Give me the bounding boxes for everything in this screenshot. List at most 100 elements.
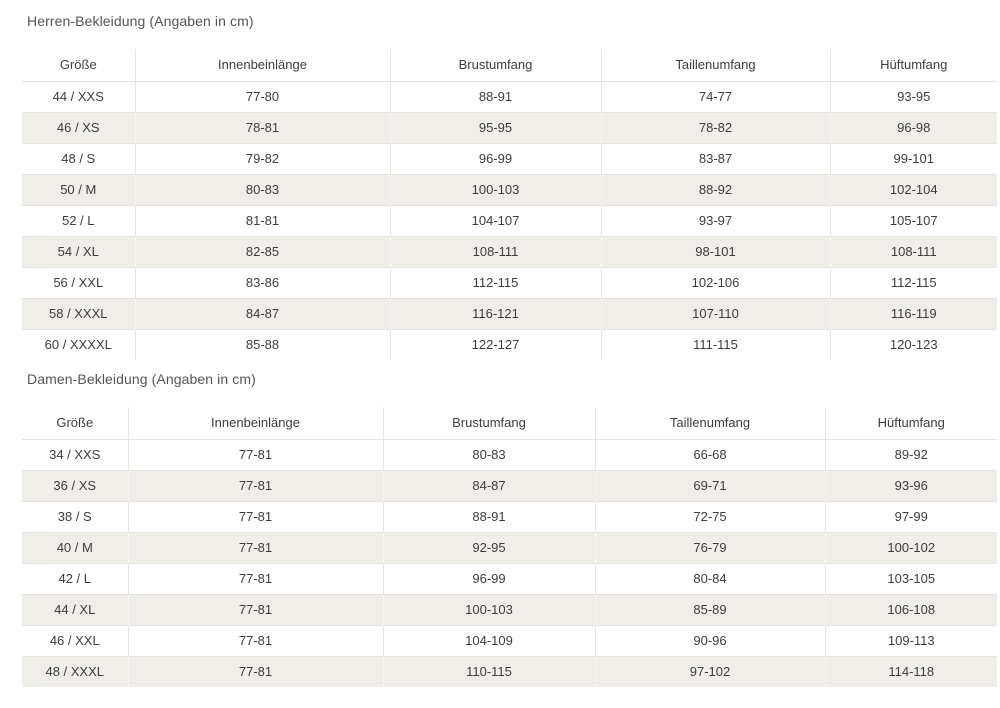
size-guide-page: Herren-Bekleidung (Angaben in cm) Größe I… bbox=[22, 13, 997, 687]
measurement-cell: 84-87 bbox=[134, 298, 390, 329]
column-header: Taillenumfang bbox=[594, 407, 825, 440]
measurement-cell: 104-107 bbox=[389, 205, 601, 236]
measurement-cell: 112-115 bbox=[829, 267, 997, 298]
table-row: 44 / XXS 77-80 88-91 74-77 93-95 bbox=[22, 81, 997, 112]
size-label-cell: 58 / XXXL bbox=[48, 306, 108, 321]
measurement-cell: 77-81 bbox=[127, 501, 383, 532]
header-row: Größe Innenbeinlänge Brustumfang Taillenumf… bbox=[22, 49, 997, 82]
measurement-cell: 80-84 bbox=[594, 563, 825, 594]
measurement-cell: 93-96 bbox=[824, 470, 997, 501]
measurement-cell: 83-87 bbox=[600, 143, 830, 174]
measurement-cell: 95-95 bbox=[389, 112, 601, 143]
size-label-cell: 52 / L bbox=[61, 213, 95, 228]
column-header: Brustumfang bbox=[389, 49, 601, 82]
measurement-cell: 98-101 bbox=[600, 236, 830, 267]
table-row: 34 / XXS 77-81 80-83 66-68 89-92 bbox=[22, 439, 997, 470]
herren-size-table: Größe Innenbeinlänge Brustumfang Taillenumf… bbox=[22, 49, 997, 360]
measurement-cell: 78-82 bbox=[600, 112, 830, 143]
header-row: Größe Innenbeinlänge Brustumfang Taillenumf… bbox=[22, 407, 997, 440]
measurement-cell: 69-71 bbox=[594, 470, 825, 501]
damen-size-table: Größe Innenbeinlänge Brustumfang Taillenumf… bbox=[22, 407, 997, 687]
measurement-cell: 92-95 bbox=[382, 532, 595, 563]
measurement-cell: 82-85 bbox=[134, 236, 390, 267]
measurement-cell: 93-95 bbox=[829, 81, 997, 112]
table-row: 46 / XXL 77-81 104-109 90-96 109-113 bbox=[22, 625, 997, 656]
measurement-cell: 107-110 bbox=[600, 298, 830, 329]
measurement-cell: 100-103 bbox=[389, 174, 601, 205]
measurement-cell: 81-81 bbox=[134, 205, 390, 236]
table-row: 48 / XXXL 77-81 110-115 97-102 114-118 bbox=[22, 656, 997, 687]
measurement-cell: 74-77 bbox=[600, 81, 830, 112]
measurement-cell: 97-102 bbox=[594, 656, 825, 687]
measurement-cell: 77-81 bbox=[127, 470, 383, 501]
measurement-cell: 110-115 bbox=[382, 656, 595, 687]
column-header: Innenbeinlänge bbox=[134, 49, 390, 82]
size-label-cell: 54 / XL bbox=[57, 244, 99, 259]
measurement-cell: 108-111 bbox=[829, 236, 997, 267]
table-row: 56 / XXL 83-86 112-115 102-106 112-115 bbox=[22, 267, 997, 298]
table-row: 38 / S 77-81 88-91 72-75 97-99 bbox=[22, 501, 997, 532]
column-header: Hüftumfang bbox=[829, 49, 997, 82]
measurement-cell: 97-99 bbox=[824, 501, 997, 532]
size-label-cell: 56 / XXL bbox=[53, 275, 104, 290]
measurement-cell: 109-113 bbox=[824, 625, 997, 656]
measurement-cell: 99-101 bbox=[829, 143, 997, 174]
table-row: 52 / L 81-81 104-107 93-97 105-107 bbox=[22, 205, 997, 236]
measurement-cell: 88-92 bbox=[600, 174, 830, 205]
measurement-cell: 90-96 bbox=[594, 625, 825, 656]
measurement-cell: 88-91 bbox=[389, 81, 601, 112]
table-row: 60 / XXXXL 85-88 122-127 111-115 120-123 bbox=[22, 329, 997, 360]
measurement-cell: 106-108 bbox=[824, 594, 997, 625]
table-row: 44 / XL 77-81 100-103 85-89 106-108 bbox=[22, 594, 997, 625]
table-row: 58 / XXXL 84-87 116-121 107-110 116-119 bbox=[22, 298, 997, 329]
measurement-cell: 96-98 bbox=[829, 112, 997, 143]
table-body: 34 / XXS 77-81 80-83 66-68 89-92 36 / XS 77-81… bbox=[22, 439, 997, 687]
measurement-cell: 100-103 bbox=[382, 594, 595, 625]
column-header: Innenbeinlänge bbox=[127, 407, 383, 440]
measurement-cell: 77-81 bbox=[127, 625, 383, 656]
damen-section: Damen-Bekleidung (Angaben in cm) Größe In… bbox=[22, 371, 997, 687]
measurement-cell: 111-115 bbox=[600, 329, 830, 360]
measurement-cell: 77-80 bbox=[134, 81, 390, 112]
measurement-cell: 112-115 bbox=[389, 267, 601, 298]
measurement-cell: 80-83 bbox=[382, 439, 595, 470]
herren-section: Herren-Bekleidung (Angaben in cm) Größe I… bbox=[22, 13, 997, 360]
section-title-damen: Damen-Bekleidung (Angaben in cm) bbox=[27, 371, 256, 387]
table-row: 36 / XS 77-81 84-87 69-71 93-96 bbox=[22, 470, 997, 501]
measurement-cell: 85-88 bbox=[134, 329, 390, 360]
section-title-herren: Herren-Bekleidung (Angaben in cm) bbox=[27, 13, 254, 29]
measurement-cell: 78-81 bbox=[134, 112, 390, 143]
measurement-cell: 72-75 bbox=[594, 501, 825, 532]
measurement-cell: 77-81 bbox=[127, 439, 383, 470]
measurement-cell: 66-68 bbox=[594, 439, 825, 470]
table-header: Größe Innenbeinlänge Brustumfang Taillenumf… bbox=[22, 407, 997, 440]
table-row: 40 / M 77-81 92-95 76-79 100-102 bbox=[22, 532, 997, 563]
table-row: 50 / M 80-83 100-103 88-92 102-104 bbox=[22, 174, 997, 205]
column-header: Größe bbox=[22, 407, 128, 440]
size-label-cell: 60 / XXXXL bbox=[44, 337, 112, 353]
measurement-cell: 88-91 bbox=[382, 501, 595, 532]
measurement-cell: 77-81 bbox=[127, 532, 383, 563]
measurement-cell: 96-99 bbox=[389, 143, 601, 174]
size-label-cell: 50 / M bbox=[60, 182, 97, 197]
measurement-cell: 104-109 bbox=[382, 625, 595, 656]
table-row: 46 / XS 78-81 95-95 78-82 96-98 bbox=[22, 112, 997, 143]
table-body: 44 / XXS 77-80 88-91 74-77 93-95 46 / XS 78-81… bbox=[22, 81, 997, 360]
measurement-cell: 83-86 bbox=[134, 267, 390, 298]
measurement-cell: 120-123 bbox=[829, 329, 997, 360]
measurement-cell: 100-102 bbox=[824, 532, 997, 563]
measurement-cell: 93-97 bbox=[600, 205, 830, 236]
size-label-cell: 48 / XXXL bbox=[45, 664, 105, 680]
measurement-cell: 96-99 bbox=[382, 563, 595, 594]
measurement-cell: 103-105 bbox=[824, 563, 997, 594]
measurement-cell: 116-119 bbox=[829, 298, 997, 329]
measurement-cell: 85-89 bbox=[594, 594, 825, 625]
measurement-cell: 77-81 bbox=[127, 563, 383, 594]
measurement-cell: 80-83 bbox=[134, 174, 390, 205]
measurement-cell: 77-81 bbox=[127, 656, 383, 687]
measurement-cell: 102-106 bbox=[600, 267, 830, 298]
measurement-cell: 76-79 bbox=[594, 532, 825, 563]
measurement-cell: 105-107 bbox=[829, 205, 997, 236]
size-label-cell: 42 / L bbox=[58, 571, 92, 586]
size-label-cell: 46 / XXL bbox=[49, 633, 100, 648]
